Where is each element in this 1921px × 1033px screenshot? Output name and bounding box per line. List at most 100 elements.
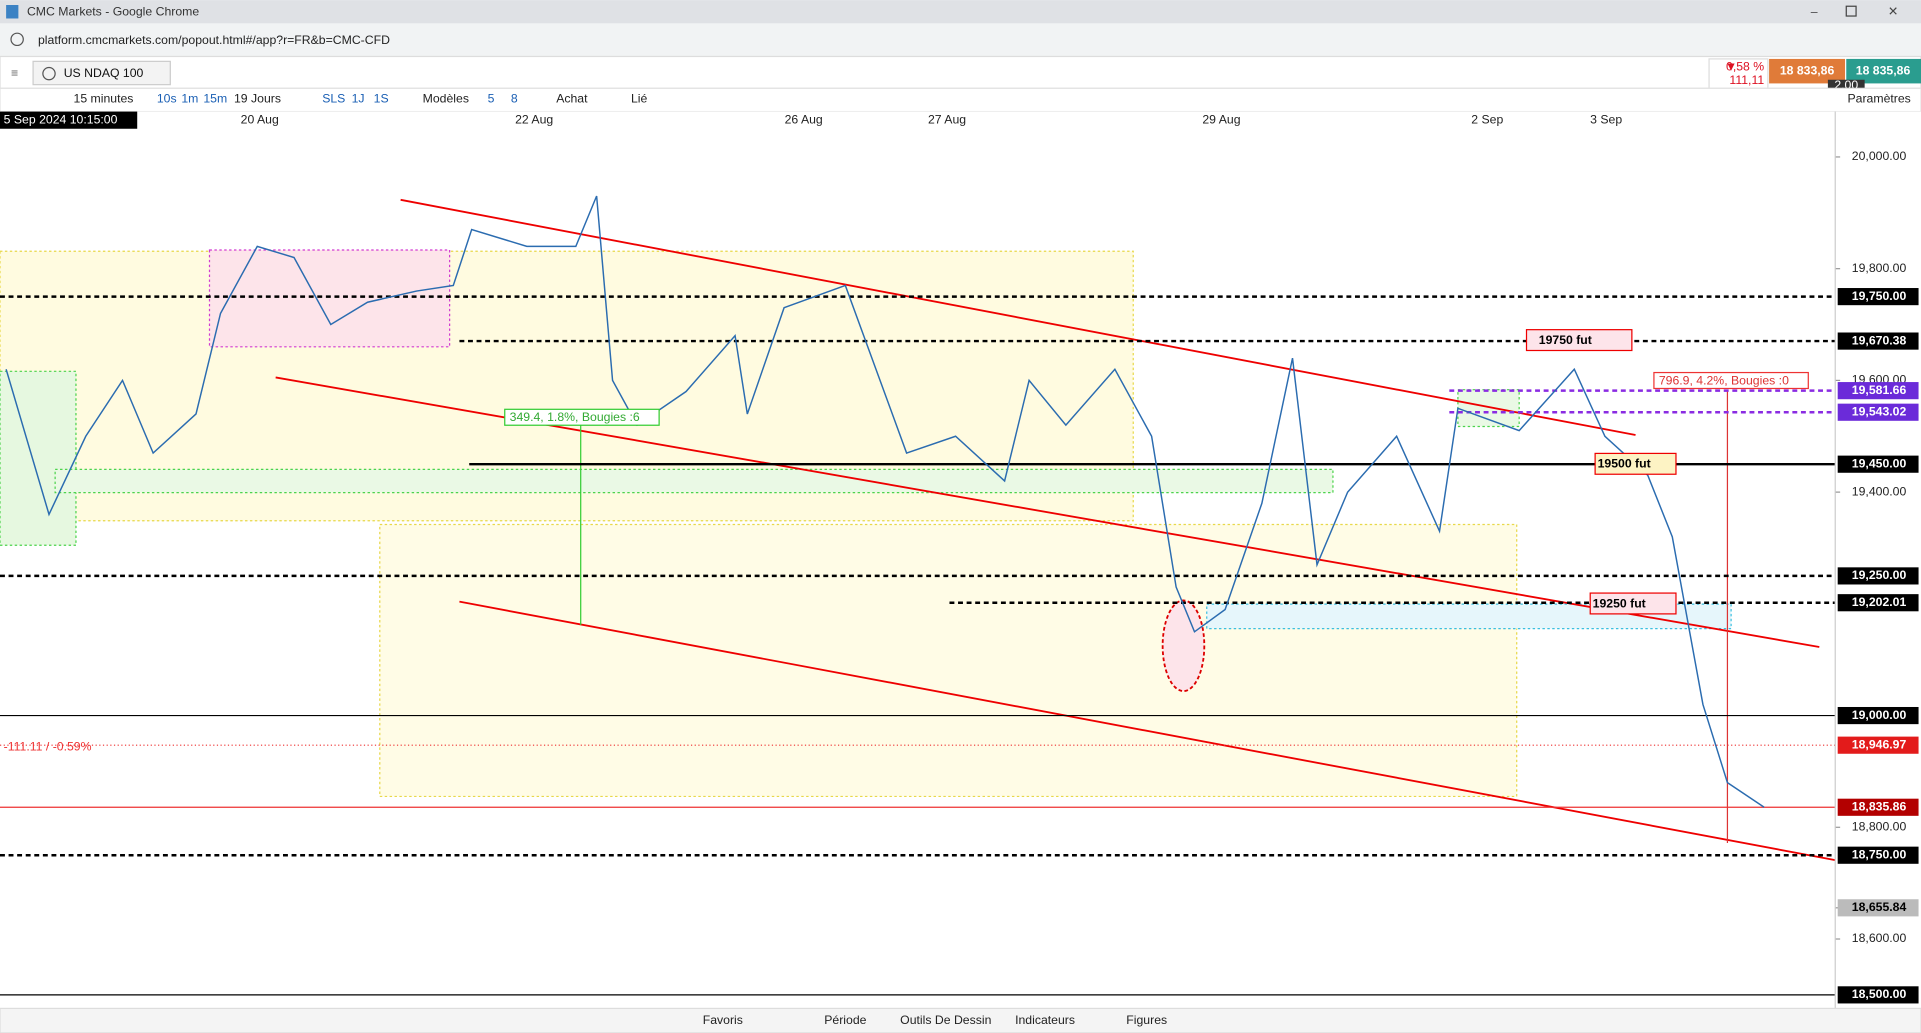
toolbar-button[interactable]: 1J [352,92,365,106]
minimize[interactable]: – [1811,5,1818,19]
x-tick-label: 29 Aug [1202,112,1240,126]
toolbar-button[interactable]: 1m [181,92,198,106]
x-tick-label: 22 Aug [515,112,553,126]
annotation-box [1589,592,1677,615]
price-label-box [1837,382,1919,400]
annotation: 19250 fut [1593,596,1646,610]
y-tick-label: 18,946.97 [1852,737,1907,751]
settings[interactable]: Paramètres [1847,92,1910,106]
zone-pink [208,249,451,348]
price-label-box [1837,736,1919,754]
annotations: 19750 fut 19500 fut 19250 fut 349.4, 1.8… [4,329,1809,754]
tab-number [42,66,56,81]
footer-tab[interactable]: Période [824,1013,866,1027]
x-tick-label: 2 Sep [1471,112,1503,126]
sell-price[interactable]: 18 833,86 [1780,63,1835,77]
footer [0,1007,1921,1033]
price-label-box [1837,455,1919,473]
price-label-box [1837,403,1919,421]
y-tick-label: 19,202.01 [1852,595,1907,609]
price-label-box [1837,899,1919,917]
price-line [5,195,1765,808]
toolbar-button[interactable]: Achat [556,92,588,106]
buy-price[interactable]: 18 835,86 [1856,63,1911,77]
annotation-box [1594,452,1677,475]
footer-tab[interactable]: Favoris [703,1013,743,1027]
y-tick-label: 18,835.86 [1852,799,1907,813]
price-label-box [1837,846,1919,864]
toolbar-button[interactable]: SLS [322,92,345,106]
toolbar-button[interactable]: 15m [203,92,227,106]
footer-tab[interactable]: Outils De Dessin [900,1013,991,1027]
annotation: 349.4, 1.8%, Bougies :6 [510,410,640,424]
toolbar-button[interactable]: Lié [631,92,648,106]
x-tick-label: 3 Sep [1590,112,1622,126]
annotation: 19500 fut [1598,457,1651,471]
price-label-box [1837,594,1919,612]
address-bar [0,23,1921,57]
maximize[interactable] [1845,5,1857,17]
buy-button[interactable] [1846,58,1921,84]
menu[interactable]: ≡ [11,66,18,80]
y-tick-label: 18,500.00 [1852,987,1907,1001]
toolbar-button[interactable]: 19 Jours [234,92,281,106]
app-icon [6,5,19,19]
y-tick-label: 19,543.02 [1852,404,1907,418]
down-arrow: ▼ [1725,60,1737,74]
close[interactable]: ✕ [1888,5,1898,19]
x-tick-label: 27 Aug [928,112,966,126]
circle-marker [1161,599,1206,692]
trend-line [400,198,1636,436]
toolbar-items: 15 minutes 10s 1m 15m 19 Jours SLS 1J 1S Modèles… [74,92,1911,106]
url[interactable]: platform.cmcmarkets.com/popout.html#/app… [38,33,390,47]
footer-tab[interactable]: Figures [1126,1013,1167,1027]
zone-green [0,370,77,546]
y-tick-label: 19,250.00 [1852,568,1907,582]
x-tick-label: 26 Aug [785,112,823,126]
window-title: CMC Markets - Google Chrome [27,5,199,19]
levels: 20,000.0019,800.0019,750.0019,670.3819,6… [0,149,1919,1004]
y-tick-label: 18,800.00 [1852,820,1907,834]
trend-line [459,600,1836,862]
toolbar-button[interactable]: 15 minutes [74,92,134,106]
y-tick-label: 19,400.00 [1852,484,1907,498]
zone-green [54,468,1334,494]
toolbar-button[interactable]: 8 [511,92,518,106]
price-label-box [1837,332,1919,350]
sell-button[interactable] [1769,58,1846,84]
annotation: 796.9, 4.2%, Bougies :0 [1659,373,1789,387]
spread-box [1827,79,1865,91]
annotation-box [1525,329,1633,352]
toolbar-button[interactable]: Modèles [423,92,469,106]
price-label-box [1837,288,1919,306]
annotation: -111.11 / -0.59% [4,740,92,754]
toolbar-button[interactable]: 5 [488,92,495,106]
zone-yellow [379,523,1518,798]
y-tick-label: 19,750.00 [1852,289,1907,303]
toolbar-button[interactable]: 10s [157,92,177,106]
instrument-tab[interactable] [32,60,171,86]
y-tick-label: 19,581.66 [1852,383,1907,397]
y-tick-label: 18,750.00 [1852,847,1907,861]
quote-change-points: 111,11 [1729,73,1764,87]
instrument[interactable]: US NDAQ 100 [64,66,144,80]
toolbar-button[interactable]: 1S [374,92,389,106]
annotation-box [1653,371,1809,390]
price-label-box [1837,986,1919,1004]
footer-tab[interactable]: Indicateurs [1015,1013,1075,1027]
tab-bar [0,55,1921,89]
y-tick-label: 20,000.00 [1852,149,1907,163]
quote-change: 0,58 % [1726,60,1764,74]
site-info[interactable] [10,32,24,47]
price [5,195,1765,808]
price-label-box [1837,706,1919,725]
y-tick-label: 19,800.00 [1852,261,1907,275]
y-tick-label: 19,000.00 [1852,708,1907,722]
footer-items: Favoris Période Outils De Dessin Indicateur… [703,1013,1167,1027]
y-tick-label: 19,450.00 [1852,456,1907,470]
cursor-time-box [0,111,138,129]
cursor-time: 5 Sep 2024 10:15:00 [4,112,118,126]
